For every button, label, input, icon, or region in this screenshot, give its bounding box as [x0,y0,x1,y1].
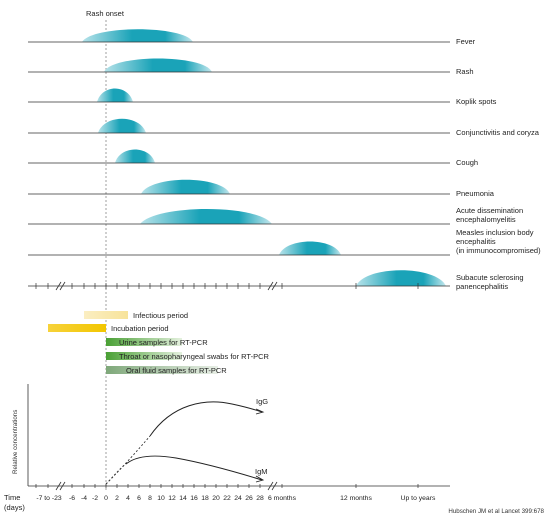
urine-sample-bar [106,338,182,346]
fever-bar [82,29,193,42]
label-rash: Rash [456,67,474,76]
tick-label: -4 [81,495,87,502]
tick-label: -7 to -23 [36,495,62,502]
symptom-row-koplik: Koplik spots [28,88,497,106]
tick-label: 12 [168,495,176,502]
citation: Hubschen JM et al Lancet 399:678 [448,508,544,515]
tick-label: Up to years [401,495,436,502]
label-conjunctivitis: Conjunctivitis and coryza [456,128,540,137]
igm-label: IgM [255,467,268,476]
tick-label: 8 [148,495,152,502]
label-adem-2: encephalomyelitis [456,215,516,224]
igm-arrowhead [255,475,265,483]
igg-arrowhead [255,408,265,415]
conjunctivitis-bar [98,118,146,133]
label-pneumonia: Pneumonia [456,189,495,198]
tick-label: 2 [115,495,119,502]
mibe-bar [279,241,341,255]
sspe-bar [356,270,446,286]
symptom-row-sspe: Subacute sclerosing panencephalitis [28,270,524,291]
tick-label: 12 months [340,495,372,502]
sspe-axis-breaks [55,281,278,291]
x-axis-breaks [55,481,278,491]
tick-label: 6 [137,495,141,502]
symptom-row-adem: Acute dissemination encephalomyelitis [28,206,523,225]
koplik-bar [97,88,133,102]
oral-fluid-bar [106,366,218,374]
label-sspe-2: panencephalitis [456,282,508,291]
tick-label: 4 [126,495,130,502]
cough-bar [115,149,155,163]
tick-label: 6 months [268,495,297,502]
igg-label: IgG [256,397,268,406]
tick-label: -6 [69,495,75,502]
igm-curve-dashed [105,463,127,485]
tick-label: 22 [223,495,231,502]
tick-label: 20 [212,495,220,502]
symptom-row-pneumonia: Pneumonia [28,179,495,198]
rash-bar [104,58,212,72]
x-axis-title-line2: (days) [4,503,25,512]
infectious-period-bar [84,311,128,319]
tick-label: 14 [179,495,187,502]
label-mibe-2: encephalitis [456,237,496,246]
label-sspe-1: Subacute sclerosing [456,273,524,282]
label-incubation-period: Incubation period [111,324,169,333]
period-urine: Urine samples for RT-PCR [106,338,208,347]
symptom-row-conjunctivitis: Conjunctivitis and coryza [28,118,540,137]
symptom-row-rash: Rash [28,58,474,76]
label-mibe-3: (in immunocompromised) [456,246,541,255]
tick-label: 10 [157,495,165,502]
period-incubation: Incubation period [48,324,169,333]
x-axis-tick-labels: -7 to -23 -6 -4 -2 0 2 4 6 8 10 12 14 16… [36,495,436,502]
igg-curve [149,401,263,437]
antibody-chart: Relative concentrations IgG IgM [12,384,450,491]
tick-label: 28 [256,495,264,502]
symptom-row-fever: Fever [28,29,476,46]
label-adem-1: Acute dissemination [456,206,523,215]
sspe-axis-ticks [35,283,419,289]
symptom-row-mibe: Measles inclusion body encephalitis (in … [28,228,541,256]
pneumonia-bar [141,179,230,194]
label-mibe-1: Measles inclusion body [456,228,534,237]
symptom-row-cough: Cough [28,149,478,167]
tick-label: 18 [201,495,209,502]
tick-label: -2 [92,495,98,502]
throat-swab-bar [106,352,182,360]
tick-label: 16 [190,495,198,502]
adem-bar [140,209,272,224]
label-cough: Cough [456,158,478,167]
x-axis-title-line1: Time [4,493,20,502]
tick-label: 26 [245,495,253,502]
label-koplik: Koplik spots [456,97,497,106]
label-throat-swabs: Throat or nasopharyngeal swabs for RT-PC… [119,352,270,361]
tick-label: 0 [104,495,108,502]
period-throat: Throat or nasopharyngeal swabs for RT-PC… [106,352,270,361]
label-infectious-period: Infectious period [133,311,188,320]
y-axis-label: Relative concentrations [12,410,19,474]
label-fever: Fever [456,37,476,46]
period-oral: Oral fluid samples for RT-PCR [106,366,227,375]
rash-onset-label: Rash onset [86,9,125,18]
label-oral-fluid: Oral fluid samples for RT-PCR [126,366,227,375]
incubation-period-bar [48,324,106,332]
x-axis-ticks [35,484,419,488]
period-infectious: Infectious period [84,311,188,320]
label-urine-samples: Urine samples for RT-PCR [119,338,208,347]
tick-label: 24 [234,495,242,502]
igm-curve [125,455,263,481]
